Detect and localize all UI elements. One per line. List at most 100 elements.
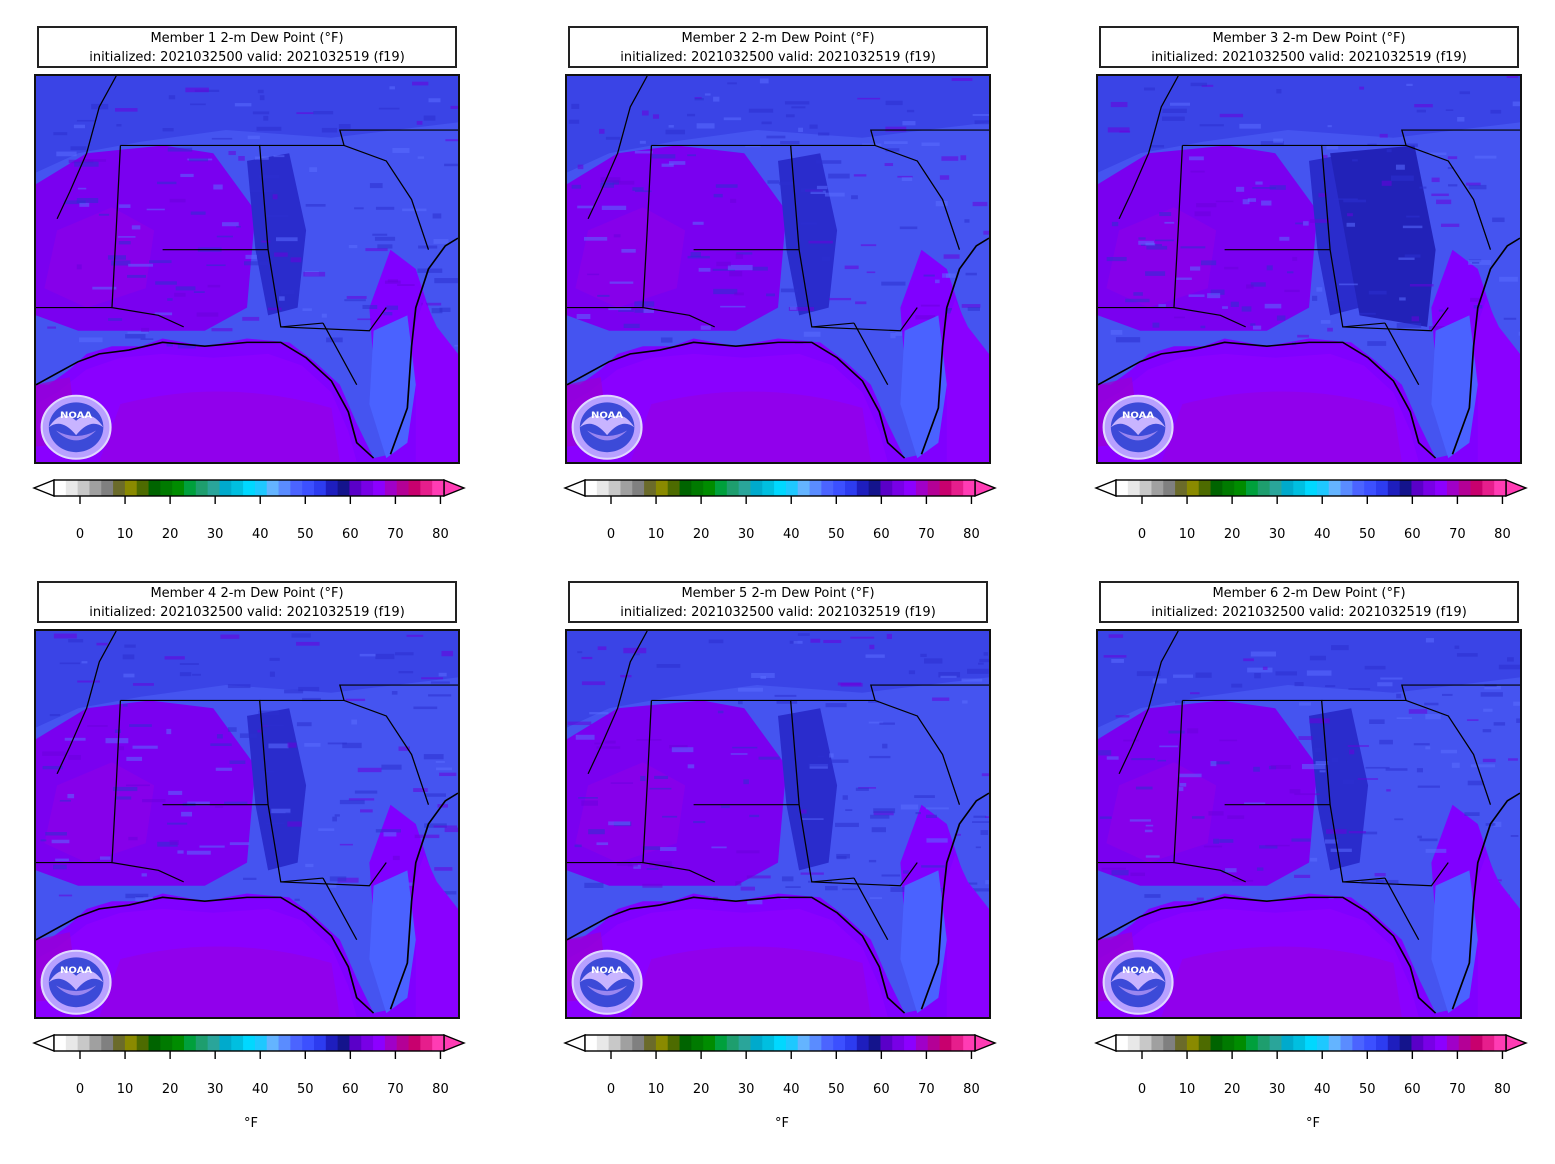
colorbar-segment xyxy=(160,480,173,496)
colorbar-segment xyxy=(809,480,822,496)
colorbar-segment xyxy=(101,1035,114,1051)
colorbar-tick-label: 10 xyxy=(1178,527,1196,542)
panel-title: Member 3 2-m Dew Point (°F) initialized: … xyxy=(1099,26,1519,68)
colorbar-tick-label: 50 xyxy=(828,527,845,542)
colorbar-tick-label: 80 xyxy=(432,527,449,542)
colorbar-tick-label: 50 xyxy=(297,527,314,542)
colorbar-segment xyxy=(1494,480,1507,496)
colorbar-segment xyxy=(1376,480,1389,496)
colorbar-tick-label: 50 xyxy=(1359,527,1376,542)
colorbar-segment xyxy=(1316,480,1330,496)
noaa-logo-icon: NOAA xyxy=(40,394,112,460)
colorbar-segment xyxy=(1198,1035,1212,1051)
colorbar-segment xyxy=(1328,1035,1342,1051)
colorbar-segment xyxy=(1246,1035,1259,1051)
panel-title-line1: Member 2 2-m Dew Point (°F) xyxy=(681,31,875,46)
colorbar-tick-label: 0 xyxy=(75,1082,85,1097)
colorbar-segment xyxy=(1139,480,1152,496)
colorbar-segment xyxy=(856,480,870,496)
colorbar-segment xyxy=(963,1035,976,1051)
colorbar-segment xyxy=(1423,480,1436,496)
colorbar-tick-label: 60 xyxy=(342,1082,359,1097)
colorbar-segment xyxy=(89,1035,102,1051)
map-panel-member-2: Member 2 2-m Dew Point (°F) initialized: … xyxy=(531,0,1001,570)
colorbar-segment xyxy=(1387,480,1401,496)
colorbar-segment xyxy=(1210,1035,1223,1051)
colorbar-segment xyxy=(620,1035,633,1051)
colorbar-segment xyxy=(1482,480,1495,496)
colorbar xyxy=(1094,1031,1528,1059)
colorbar-tick-label: 60 xyxy=(1404,1082,1421,1097)
colorbar-segment xyxy=(1116,480,1129,496)
colorbar-segment xyxy=(124,1035,138,1051)
colorbar-segment xyxy=(1399,480,1412,496)
colorbar-tick-label: 70 xyxy=(387,527,404,542)
colorbar-segment xyxy=(1482,1035,1495,1051)
colorbar-segment xyxy=(715,1035,728,1051)
colorbar-segment xyxy=(667,1035,681,1051)
colorbar-segment xyxy=(1234,480,1247,496)
colorbar-segment xyxy=(432,480,445,496)
svg-text:NOAA: NOAA xyxy=(1122,410,1155,420)
colorbar-segment xyxy=(113,480,126,496)
colorbar-tick-label: 30 xyxy=(1268,1082,1286,1097)
colorbar-segment xyxy=(231,480,244,496)
colorbar-segment xyxy=(1222,480,1235,496)
colorbar-segment xyxy=(1470,480,1483,496)
colorbar-segment xyxy=(290,1035,303,1051)
colorbar-segment xyxy=(1151,1035,1164,1051)
colorbar-segment xyxy=(278,480,291,496)
colorbar-tick-label: 80 xyxy=(963,527,980,542)
colorbar-segment xyxy=(939,480,952,496)
colorbar-tick-label: 10 xyxy=(647,527,665,542)
colorbar-segment xyxy=(644,480,657,496)
panel-title: Member 6 2-m Dew Point (°F) initialized: … xyxy=(1099,581,1519,623)
colorbar-segment xyxy=(219,1035,232,1051)
colorbar-segment xyxy=(396,1035,410,1051)
colorbar-segment xyxy=(113,1035,126,1051)
colorbar-segment xyxy=(254,1035,268,1051)
panel-title: Member 4 2-m Dew Point (°F) initialized: … xyxy=(37,581,457,623)
colorbar-segment xyxy=(195,1035,209,1051)
colorbar-segment xyxy=(207,1035,220,1051)
colorbar-segment xyxy=(797,1035,811,1051)
colorbar-tick-label: 40 xyxy=(782,1082,800,1097)
colorbar-segment xyxy=(1328,480,1342,496)
colorbar-units-label: °F xyxy=(244,1116,258,1131)
colorbar-segment xyxy=(219,480,232,496)
colorbar-segment xyxy=(821,480,834,496)
colorbar-tick-label: 60 xyxy=(873,527,890,542)
colorbar-tick-label: 20 xyxy=(161,527,179,542)
colorbar-segment xyxy=(54,1035,67,1051)
colorbar-segment xyxy=(337,1035,350,1051)
colorbar-tick-label: 80 xyxy=(963,1082,980,1097)
colorbar-segment xyxy=(1364,480,1377,496)
colorbar-segment xyxy=(868,1035,881,1051)
colorbar-segment xyxy=(1423,1035,1436,1051)
colorbar-segment xyxy=(608,1035,621,1051)
colorbar-segment xyxy=(762,1035,775,1051)
colorbar-segment xyxy=(148,1035,161,1051)
dewpoint-map: NOAA xyxy=(1096,629,1522,1019)
colorbar-segment xyxy=(77,1035,90,1051)
map-panel-member-4: Member 4 2-m Dew Point (°F) initialized: … xyxy=(0,555,470,1131)
colorbar-segment xyxy=(856,1035,870,1051)
dewpoint-map: NOAA xyxy=(565,74,991,464)
colorbar-segment xyxy=(821,1035,834,1051)
colorbar-tick-label: 20 xyxy=(692,527,710,542)
colorbar-tick-label: 40 xyxy=(1313,527,1331,542)
colorbar-segment xyxy=(750,480,763,496)
colorbar-segment xyxy=(408,480,421,496)
colorbar-segment xyxy=(302,480,315,496)
colorbar-segment xyxy=(136,480,150,496)
svg-text:NOAA: NOAA xyxy=(1122,965,1155,975)
colorbar-segment xyxy=(703,480,716,496)
colorbar-tick-label: 0 xyxy=(1137,527,1147,542)
noaa-logo-icon: NOAA xyxy=(40,949,112,1015)
colorbar-segment xyxy=(1246,480,1259,496)
colorbar-segment xyxy=(703,1035,716,1051)
colorbar-tick-label: 10 xyxy=(1178,1082,1196,1097)
colorbar-tick-label: 70 xyxy=(918,527,935,542)
colorbar-segment xyxy=(1293,1035,1306,1051)
colorbar-segment xyxy=(679,480,692,496)
